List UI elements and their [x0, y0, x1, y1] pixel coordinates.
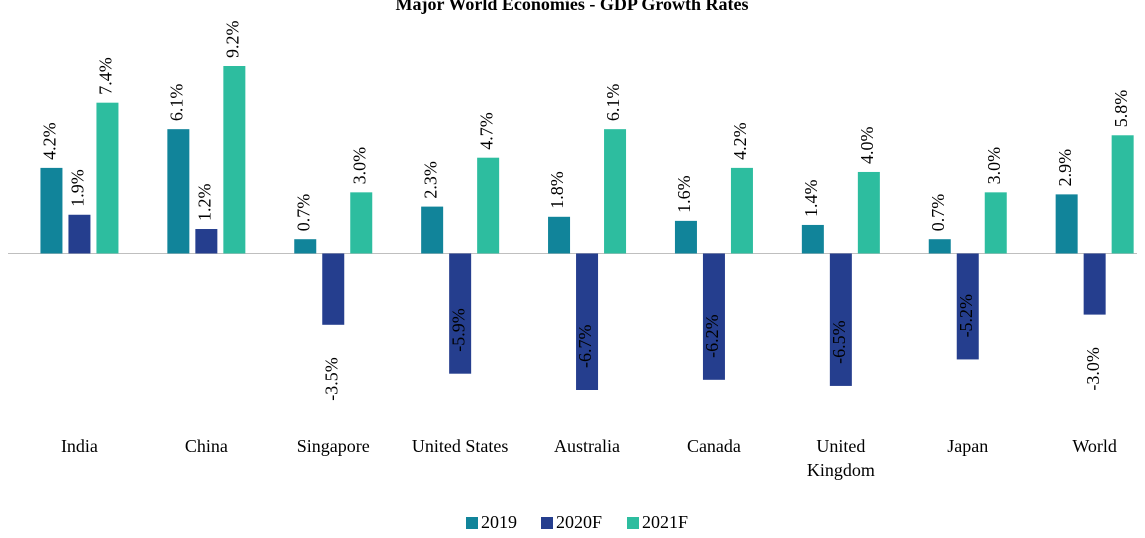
legend-label: 2019 — [481, 512, 517, 532]
legend-label: 2021F — [642, 512, 688, 532]
legend-swatch — [541, 517, 553, 529]
bar — [195, 229, 218, 254]
bar — [1111, 135, 1134, 254]
x-tick-label: Canada — [686, 436, 741, 456]
chart-title: Major World Economies - GDP Growth Rates — [396, 0, 749, 14]
data-label: -6.7% — [575, 325, 595, 369]
bar — [984, 192, 1007, 254]
data-label: 5.8% — [1111, 90, 1131, 128]
data-label: 9.2% — [222, 21, 242, 59]
bar — [421, 206, 444, 254]
data-label: 0.7% — [293, 194, 313, 232]
x-tick-label: India — [60, 436, 98, 456]
data-label: -5.2% — [956, 294, 976, 338]
bar — [702, 253, 725, 380]
data-label: 1.2% — [194, 184, 214, 222]
x-tick-label: Japan — [947, 436, 989, 456]
bar — [1055, 194, 1078, 254]
bar — [730, 167, 753, 254]
x-tick-label: China — [184, 436, 228, 456]
data-label: 6.1% — [166, 84, 186, 122]
bar — [674, 220, 697, 254]
data-label: 4.0% — [857, 126, 877, 164]
bar — [96, 102, 119, 254]
data-label: 1.8% — [547, 171, 567, 209]
x-tick-label: Singapore — [296, 436, 370, 456]
bar — [223, 66, 246, 254]
legend-swatch — [627, 517, 639, 529]
data-label: 3.0% — [984, 147, 1004, 185]
data-label: 1.9% — [68, 169, 88, 207]
bar — [576, 253, 599, 390]
bar — [350, 192, 373, 254]
bar — [801, 224, 824, 254]
data-label: 6.1% — [603, 84, 623, 122]
data-label: -5.9% — [448, 308, 468, 352]
data-label: 2.9% — [1055, 149, 1075, 187]
data-label: 2.3% — [420, 161, 440, 199]
data-label: 4.7% — [476, 112, 496, 150]
bar — [829, 253, 852, 386]
x-tick-label: World — [1072, 436, 1117, 456]
data-label: 3.0% — [349, 147, 369, 185]
bar — [928, 239, 951, 254]
bar — [40, 167, 63, 254]
legend-label: 2020F — [556, 512, 602, 532]
bar — [322, 253, 345, 325]
data-label: -6.5% — [829, 320, 849, 364]
legend-swatch — [466, 517, 478, 529]
data-label: -3.0% — [1083, 347, 1103, 391]
bar — [548, 216, 571, 254]
bar — [604, 129, 627, 254]
bar — [68, 214, 91, 254]
x-tick-label: United Kingdom — [806, 436, 875, 480]
data-label: 4.2% — [730, 122, 750, 160]
x-tick-label: United States — [411, 436, 509, 456]
bar — [449, 253, 472, 374]
bar — [1083, 253, 1106, 315]
data-label: 1.4% — [801, 179, 821, 217]
bar — [956, 253, 979, 360]
bar — [477, 157, 500, 254]
data-label: 7.4% — [96, 57, 116, 95]
bar — [167, 129, 190, 254]
data-label: 1.6% — [674, 175, 694, 213]
data-label: -3.5% — [321, 357, 341, 401]
data-label: 4.2% — [40, 122, 60, 160]
x-tick-label: Australia — [554, 436, 621, 456]
bar — [857, 171, 880, 254]
data-label: 0.7% — [928, 194, 948, 232]
data-label: -6.2% — [702, 314, 722, 358]
bar — [294, 239, 317, 254]
